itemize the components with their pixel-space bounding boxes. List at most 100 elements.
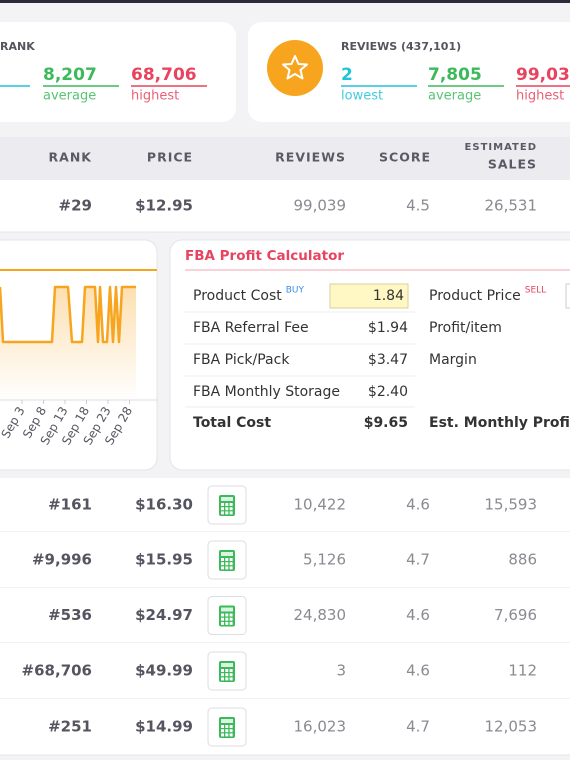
header-sales-top: ESTIMATED [465,142,537,153]
price: $14.99 [135,718,193,736]
calculator-key [221,562,224,566]
stat-value: 99,039 [516,65,570,85]
row-bg [0,588,570,643]
calculator-key [221,677,224,681]
calculator-key [229,729,233,733]
score: 4.7 [406,718,430,736]
calculator-key [221,503,224,506]
rank-card [0,22,236,122]
star-icon [282,55,308,80]
row-bg [0,180,570,232]
price: $12.95 [135,197,193,215]
calculator-key [225,725,229,728]
score: 4.5 [406,197,430,215]
calc-value: $9.65 [364,415,408,431]
estimated-sales: 12,053 [485,718,538,736]
product-price-input[interactable] [565,283,570,309]
calculator-key [225,503,229,506]
score: 4.7 [406,551,430,569]
calculator-key [221,621,224,625]
calculator-screen [221,552,233,556]
estimated-sales: 7,696 [494,606,537,624]
header-score: SCORE [379,150,431,165]
calculator-key [225,733,229,737]
calculator-key [221,566,224,570]
calculator-key [229,673,233,677]
rank: #68,706 [22,662,92,680]
price: $24.97 [135,606,193,624]
price: $15.95 [135,551,193,569]
score: 4.6 [406,496,430,514]
stat-label: highest [516,89,564,104]
header-price: PRICE [147,150,193,165]
header-reviews: REVIEWS [275,150,346,165]
score: 4.6 [406,662,430,680]
calculator-key [221,511,224,515]
calculator-key [229,733,233,737]
star-badge [267,40,323,96]
stat-value: 8,207 [43,65,97,85]
calculator-card [169,239,570,471]
calculator-key [229,617,233,621]
table-header [0,137,570,180]
calc-label: Profit/item [429,320,502,336]
calculator-key [225,729,229,733]
calculator-key [229,503,233,506]
top-border [0,0,570,3]
row-bg [0,532,570,588]
product-cost-input[interactable] [329,283,409,309]
reviews: 99,039 [294,197,347,215]
chart-line [0,285,136,344]
calc-label: Product Cost [193,288,282,304]
calc-value: $2.40 [368,384,408,400]
calculator-screen [221,663,233,667]
calc-label: FBA Monthly Storage [193,384,340,400]
calculator-key [221,558,224,561]
calc-label: Product Price [429,288,521,304]
calculator-key [225,617,229,621]
header-sales-bottom: SALES [488,157,537,172]
calculator-key [229,621,233,625]
calc-value: 1.84 [373,288,404,304]
calculator-key [225,673,229,677]
calculator-title: FBA Profit Calculator [185,248,344,264]
stat-label: average [428,89,481,104]
estimated-sales: 112 [508,662,537,680]
calculator-key [225,562,229,566]
calculator-key [221,733,224,737]
row-bg [0,643,570,699]
calculator-key [225,677,229,681]
header-rank: RANK [49,150,93,165]
calculator-screen [221,719,233,723]
stat-label: average [43,89,96,104]
stat-card-title: REVIEWS (437,101) [341,40,461,53]
row-bg [0,699,570,755]
stat-label: lowest [341,89,383,104]
reviews: 3 [336,662,346,680]
stat-value: 7,805 [428,65,482,85]
stat-label: highest [131,89,179,104]
calculator-key [225,511,229,515]
calculator-screen [221,607,233,612]
estimated-sales: 886 [508,551,537,569]
calculator-key [225,621,229,625]
score: 4.6 [406,606,430,624]
price: $49.99 [135,662,193,680]
rank: #536 [48,606,92,624]
calculator-key [229,613,233,617]
estimated-sales: 26,531 [485,197,538,215]
stat-value: 2 [341,65,353,85]
calculator-key [229,725,233,728]
calculator-key [221,617,224,621]
calculator-key [221,613,224,617]
calc-label: Total Cost [193,415,271,431]
chart-area [0,287,136,400]
calculator-key [225,507,229,511]
stat-card-title: RANK [0,40,35,53]
calc-label: Est. Monthly Profit [429,415,570,431]
price: $16.30 [135,496,193,514]
calculator-key [221,507,224,511]
rank: #251 [48,718,92,736]
